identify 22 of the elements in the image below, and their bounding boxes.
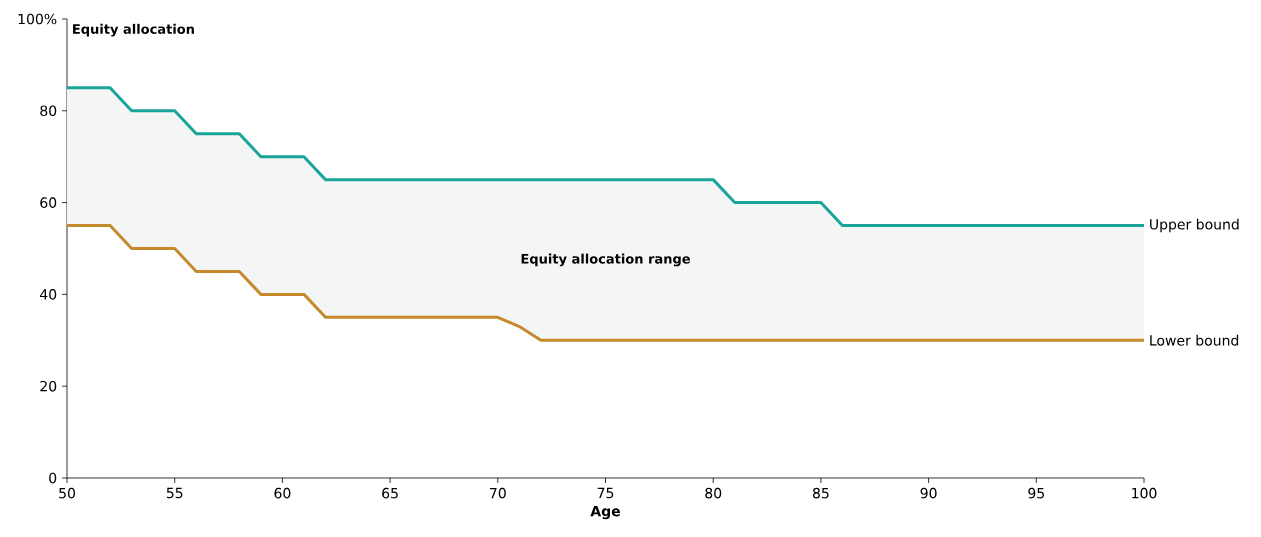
x-tick-label: 95 [1028, 487, 1044, 499]
x-tick-label: 60 [274, 487, 291, 499]
x-tick-label: 100 [1132, 487, 1157, 499]
y-tick-label: 0 [49, 472, 57, 484]
y-axis-title: Equity allocation [73, 23, 194, 37]
x-axis-title: Age [590, 505, 621, 520]
series-label: Lower bound [1150, 334, 1239, 346]
x-tick-label: 65 [382, 487, 398, 499]
y-tick-label: 80 [40, 105, 57, 117]
y-tick-label: 40 [40, 289, 57, 300]
y-tick-label: 60 [40, 197, 57, 208]
x-tick-label: 50 [59, 487, 75, 499]
x-tick-label: 80 [705, 487, 722, 499]
y-tick-label: 100% [18, 13, 57, 25]
series-label: Upper bound [1150, 218, 1239, 233]
x-tick-label: 70 [490, 487, 506, 499]
x-tick-label: 90 [920, 487, 937, 499]
annotation: Equity allocation range [521, 253, 690, 267]
y-tick-label: 20 [40, 380, 57, 392]
x-tick-label: 55 [166, 487, 183, 499]
x-tick-label: 75 [597, 487, 614, 499]
x-tick-label: 85 [812, 487, 829, 499]
